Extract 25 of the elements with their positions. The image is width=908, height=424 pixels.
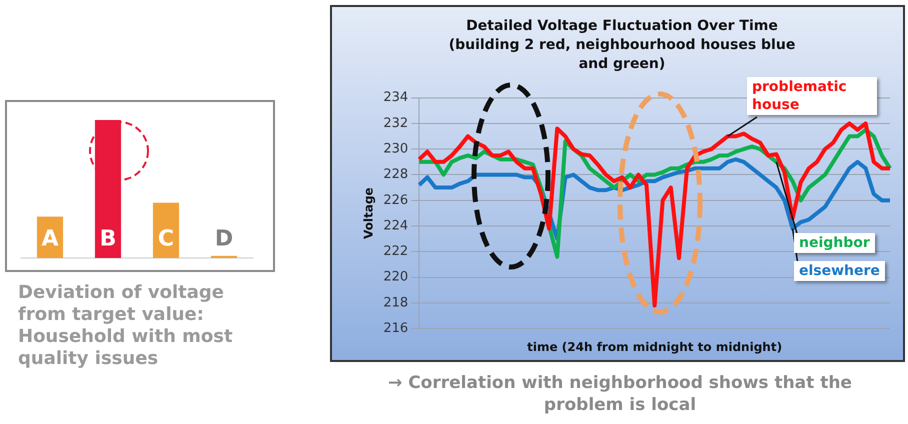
chart-title: Detailed Voltage Fluctuation Over Time xyxy=(465,17,779,36)
category-label: C xyxy=(158,226,174,252)
y-tick-label: 218 xyxy=(383,295,408,310)
y-tick-label: 234 xyxy=(383,90,408,106)
text: neighbor xyxy=(794,233,875,253)
y-tick-label: 216 xyxy=(383,320,408,336)
y-tick-label: 228 xyxy=(383,167,408,182)
category-label: D xyxy=(214,226,234,252)
y-tick-label: 222 xyxy=(383,244,408,260)
y-tick-label: 220 xyxy=(383,270,408,285)
y-tick-label: 232 xyxy=(383,116,408,131)
text: → Correlation with neighborhood shows that the problem is local xyxy=(387,372,853,416)
series-label: problematic house xyxy=(747,77,877,115)
y-tick-label: 226 xyxy=(383,192,408,208)
chart-subtitle: (building 2 red, neighbourhood houses blue and green) xyxy=(448,36,796,74)
bar xyxy=(152,202,180,258)
y-axis-title: Voltage xyxy=(361,187,376,239)
y-tick-label: 224 xyxy=(383,218,408,234)
text: Deviation of voltage from target value: Household with most quality issues xyxy=(18,282,234,370)
text: elsewhere xyxy=(794,261,885,281)
category-label: B xyxy=(100,226,116,252)
y-tick-label: 230 xyxy=(383,141,408,156)
x-axis-title: time (24h from midnight to midnight) xyxy=(527,340,782,354)
category-label: A xyxy=(41,226,59,252)
bar xyxy=(94,120,122,258)
